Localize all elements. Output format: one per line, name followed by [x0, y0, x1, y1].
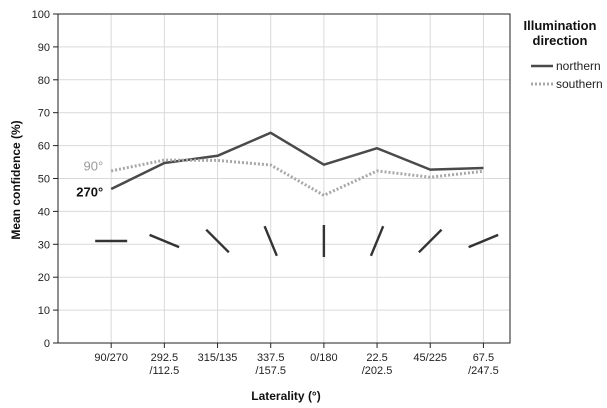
x-axis-title: Laterality (°): [251, 389, 320, 403]
x-tick-label: 67.5/247.5: [468, 352, 499, 377]
x-tick-label: 292.5/112.5: [149, 352, 179, 377]
line-annotations: 90° 270°: [76, 158, 103, 199]
y-tick-label: 20: [38, 272, 50, 284]
y-tick-label: 40: [38, 206, 50, 218]
gridlines: [58, 13, 510, 344]
legend-title: Illumination: [524, 18, 597, 33]
annotation-label: 90°: [84, 158, 104, 173]
x-tick-label: 22.5/202.5: [362, 352, 393, 377]
annotation-label: 270°: [76, 185, 103, 200]
series-lines: [110, 131, 484, 197]
y-axis-title: Mean confidence (%): [9, 120, 23, 239]
x-tick-label: 0/180: [310, 352, 338, 364]
x-tick-label: 337.5/157.5: [255, 352, 286, 377]
legend-label-northern: northern: [556, 59, 601, 73]
orientation-glyph: [205, 228, 230, 254]
legend-title: direction: [533, 33, 588, 48]
y-tick-label: 30: [38, 239, 50, 251]
y-tick-label: 70: [38, 108, 50, 120]
orientation-glyph: [468, 233, 499, 249]
y-tick-label: 80: [38, 75, 50, 87]
y-tick-label: 60: [38, 141, 50, 153]
y-tick-label: 50: [38, 174, 50, 186]
x-axis: 90/270 292.5/112.5 315/135 337.5/157.5 0/180…: [94, 343, 499, 377]
orientation-glyph: [263, 225, 278, 257]
series-line-southern: [110, 158, 484, 197]
series-line-northern: [110, 131, 484, 191]
y-tick-label: 90: [38, 42, 50, 54]
y-tick-label: 0: [44, 338, 50, 350]
orientation-glyph: [149, 233, 180, 249]
x-tick-label: 45/225: [413, 352, 447, 364]
orientation-glyphs: [95, 225, 499, 258]
orientation-glyph: [418, 228, 443, 254]
y-tick-label: 100: [32, 9, 50, 21]
y-tick-label: 10: [38, 305, 50, 317]
x-tick-label: 90/270: [94, 352, 128, 364]
x-tick-label: 315/135: [198, 352, 238, 364]
orientation-glyph: [369, 225, 385, 257]
y-axis: 0 10 20 30 40 50 60 70 80 90 100: [32, 9, 58, 350]
legend-label-southern: southern: [556, 77, 603, 91]
